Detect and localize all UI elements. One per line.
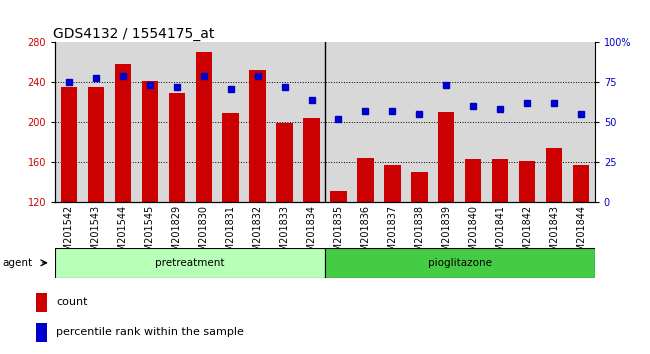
Text: pretreatment: pretreatment	[155, 258, 225, 268]
Bar	[55, 248, 325, 278]
Bar	[304, 118, 320, 321]
Bar	[196, 52, 212, 321]
Bar	[465, 159, 482, 321]
Text: pioglitazone: pioglitazone	[428, 258, 492, 268]
Bar	[250, 70, 266, 321]
Bar	[546, 148, 562, 321]
Bar	[36, 293, 47, 312]
Bar	[358, 158, 374, 321]
Text: percentile rank within the sample: percentile rank within the sample	[56, 327, 244, 337]
Text: GDS4132 / 1554175_at: GDS4132 / 1554175_at	[53, 28, 214, 41]
Bar	[114, 64, 131, 321]
Bar	[88, 87, 104, 321]
Bar	[411, 172, 428, 321]
Bar	[36, 323, 47, 342]
Bar	[168, 93, 185, 321]
Bar	[492, 159, 508, 321]
Bar	[60, 87, 77, 321]
Bar	[573, 165, 590, 321]
Bar	[438, 112, 454, 321]
Bar	[222, 113, 239, 321]
Bar	[330, 191, 346, 321]
Text: agent: agent	[3, 258, 33, 268]
Bar	[276, 123, 292, 321]
Bar	[384, 165, 400, 321]
Text: count: count	[56, 297, 87, 307]
Bar	[519, 161, 536, 321]
Bar	[142, 81, 158, 321]
Bar	[325, 248, 595, 278]
